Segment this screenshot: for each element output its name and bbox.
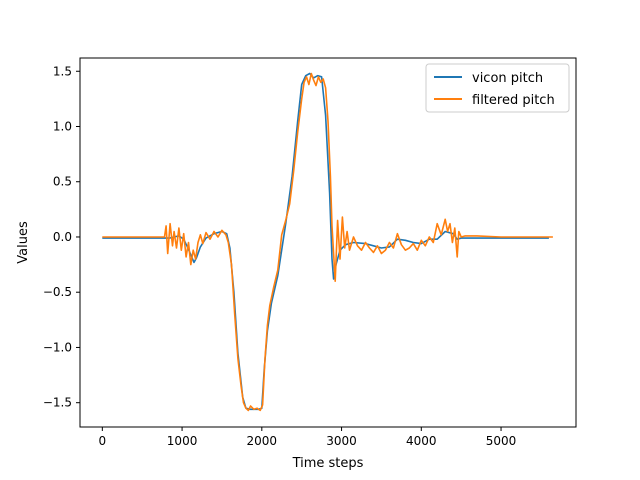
x-tick-label: 2000 [247, 434, 278, 448]
y-tick-label: 1.5 [53, 64, 72, 78]
x-tick-label: 0 [99, 434, 107, 448]
x-axis-label: Time steps [292, 456, 364, 471]
y-axis-label: Values [16, 221, 31, 264]
x-tick-label: 1000 [167, 434, 198, 448]
y-tick-label: 0.0 [53, 230, 72, 244]
legend: vicon pitch filtered pitch [425, 63, 570, 113]
x-tick-label: 3000 [326, 434, 357, 448]
legend-label-vicon-pitch: vicon pitch [472, 71, 543, 86]
y-tick-label: −1.5 [43, 396, 72, 410]
series-line-vicon-pitch [102, 72, 549, 411]
plot-frame [79, 57, 577, 428]
series-line-filtered-pitch [102, 72, 553, 412]
y-tick-label: −1.0 [43, 340, 72, 354]
y-tick-label: 1.0 [53, 119, 72, 133]
legend-label-filtered-pitch: filtered pitch [472, 93, 555, 108]
x-tick-label: 5000 [486, 434, 517, 448]
y-axis: −1.5 −1.0 −0.5 0.0 0.5 1.0 1.5 [43, 64, 80, 410]
x-tick-label: 4000 [406, 434, 437, 448]
y-tick-label: 0.5 [53, 175, 72, 189]
y-tick-label: −0.5 [43, 285, 72, 299]
series-layer [102, 72, 553, 412]
x-axis: 0 1000 2000 3000 4000 5000 [99, 427, 517, 448]
